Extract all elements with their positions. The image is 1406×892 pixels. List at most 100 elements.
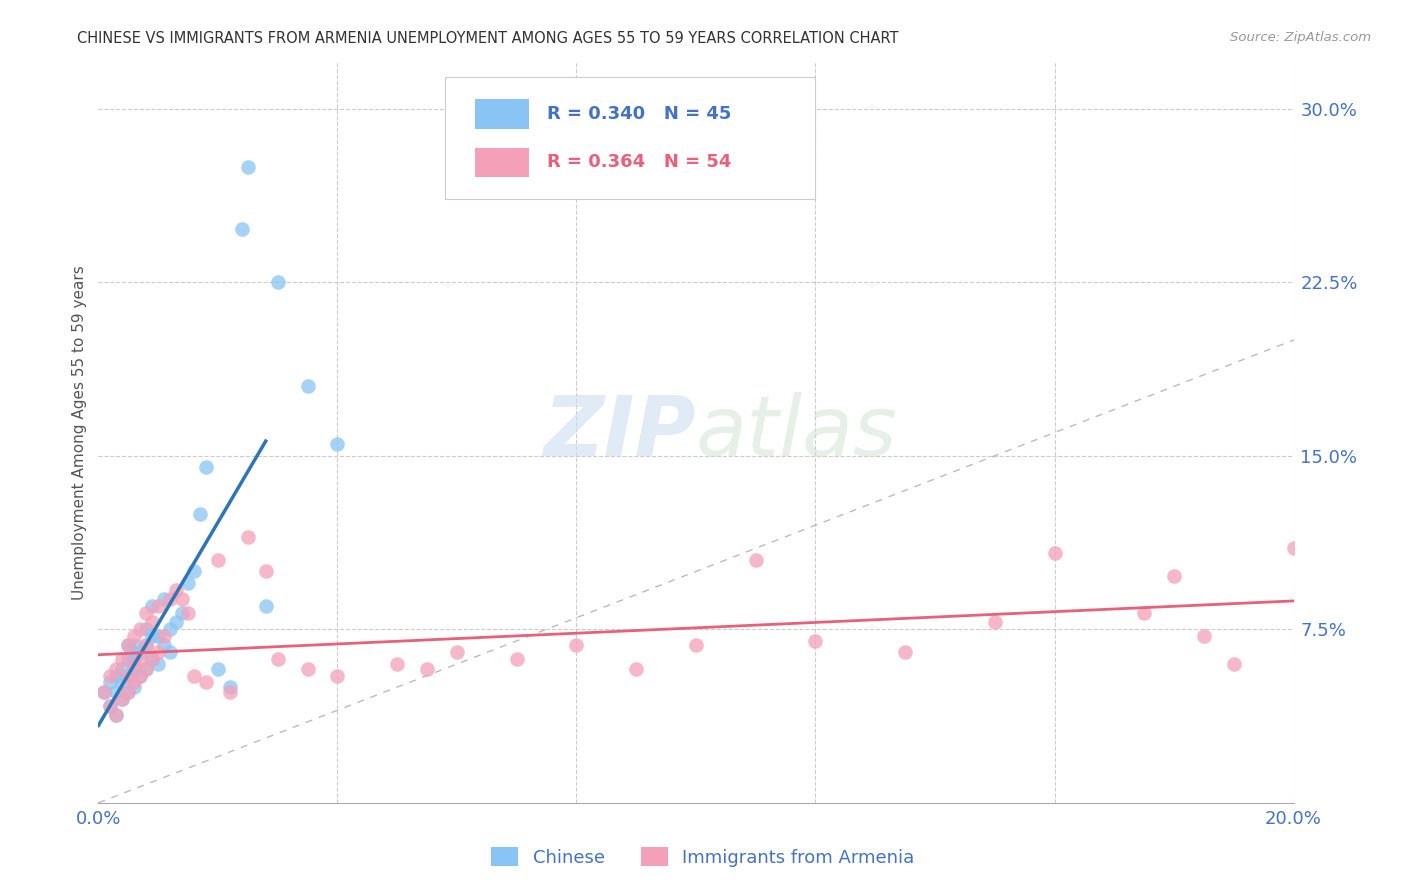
Point: [326, 668, 349, 682]
Point: [93, 685, 115, 699]
Point: [135, 662, 157, 676]
Point: [98, 675, 122, 690]
Point: [1282, 541, 1305, 556]
Point: [626, 662, 648, 676]
Point: [135, 639, 157, 653]
Point: [446, 645, 468, 659]
Point: [745, 553, 768, 567]
Point: [172, 606, 194, 620]
Point: [105, 662, 128, 676]
Point: [129, 668, 152, 682]
Point: [297, 662, 319, 676]
Point: [129, 622, 152, 636]
Point: [148, 629, 170, 643]
FancyBboxPatch shape: [446, 78, 815, 200]
Text: R = 0.364   N = 54: R = 0.364 N = 54: [547, 153, 731, 171]
Point: [297, 379, 319, 393]
Point: [141, 652, 163, 666]
Point: [267, 652, 290, 666]
Point: [159, 622, 181, 636]
Point: [117, 639, 139, 653]
Point: [267, 275, 290, 289]
Point: [124, 657, 146, 671]
Point: [93, 685, 115, 699]
Point: [195, 460, 218, 475]
Point: [153, 629, 176, 643]
Point: [117, 668, 139, 682]
Point: [148, 645, 170, 659]
Point: [159, 592, 181, 607]
Point: [207, 662, 229, 676]
Point: [207, 553, 229, 567]
Point: [129, 645, 152, 659]
Point: [117, 685, 139, 699]
Point: [236, 530, 259, 544]
Point: [124, 662, 146, 676]
Point: [148, 657, 170, 671]
Point: [98, 668, 122, 682]
Point: [105, 668, 128, 682]
Point: [135, 662, 157, 676]
Point: [148, 599, 170, 614]
Point: [195, 675, 218, 690]
Point: [124, 652, 146, 666]
Point: [385, 657, 409, 671]
Point: [135, 639, 157, 653]
Point: [165, 582, 187, 597]
Point: [124, 639, 146, 653]
Text: R = 0.340   N = 45: R = 0.340 N = 45: [547, 105, 731, 123]
Point: [135, 622, 157, 636]
Point: [117, 652, 139, 666]
Point: [111, 662, 134, 676]
Y-axis label: Unemployment Among Ages 55 to 59 years: Unemployment Among Ages 55 to 59 years: [72, 265, 87, 600]
Point: [1163, 569, 1185, 583]
Point: [111, 652, 134, 666]
Point: [183, 565, 205, 579]
Point: [1043, 546, 1066, 560]
Point: [129, 668, 152, 682]
Point: [1192, 629, 1215, 643]
Point: [111, 691, 134, 706]
Point: [141, 652, 163, 666]
Point: [117, 639, 139, 653]
Point: [124, 675, 146, 690]
Point: [416, 662, 439, 676]
Point: [124, 629, 146, 643]
Point: [111, 691, 134, 706]
Point: [565, 639, 588, 653]
Point: [117, 685, 139, 699]
Point: [105, 685, 128, 699]
Point: [219, 680, 242, 694]
Text: ZIP: ZIP: [543, 392, 696, 473]
Point: [254, 599, 277, 614]
FancyBboxPatch shape: [475, 147, 529, 178]
Point: [219, 685, 242, 699]
Point: [177, 576, 200, 591]
Point: [124, 680, 146, 694]
Point: [165, 615, 187, 630]
Point: [231, 222, 253, 236]
Text: Source: ZipAtlas.com: Source: ZipAtlas.com: [1230, 31, 1371, 45]
Point: [254, 565, 277, 579]
Point: [894, 645, 917, 659]
Point: [984, 615, 1007, 630]
Point: [188, 507, 211, 521]
Point: [153, 639, 176, 653]
Point: [183, 668, 205, 682]
Point: [685, 639, 707, 653]
Point: [105, 707, 128, 722]
Point: [105, 707, 128, 722]
Point: [236, 160, 259, 174]
Point: [153, 592, 176, 607]
Point: [129, 652, 152, 666]
Point: [1223, 657, 1246, 671]
Point: [111, 675, 134, 690]
Point: [141, 599, 163, 614]
Point: [1133, 606, 1156, 620]
Point: [98, 698, 122, 713]
Legend: Chinese, Immigrants from Armenia: Chinese, Immigrants from Armenia: [484, 840, 922, 874]
Point: [172, 592, 194, 607]
Point: [159, 645, 181, 659]
Text: atlas: atlas: [696, 392, 897, 473]
Point: [135, 606, 157, 620]
